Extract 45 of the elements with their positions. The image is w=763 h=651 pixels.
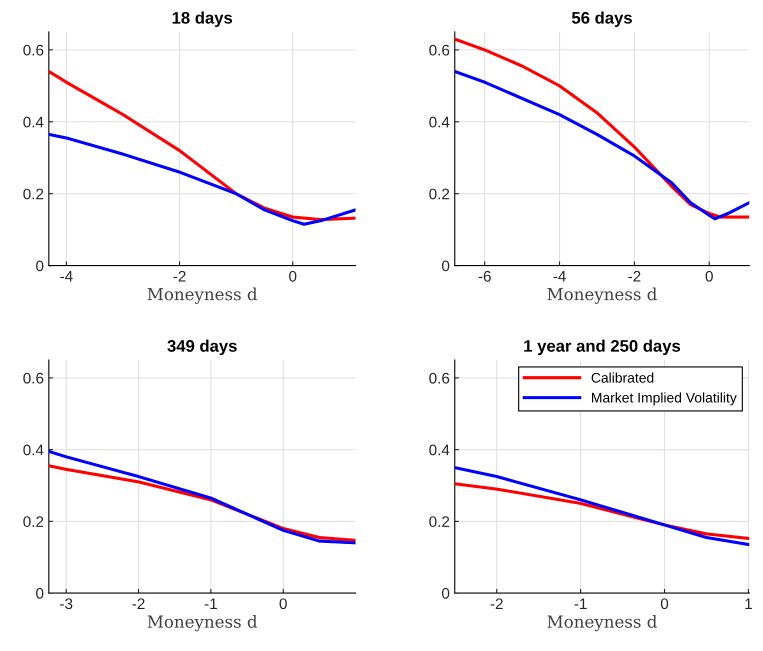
x-tick-label: 1: [745, 598, 752, 609]
x-axis-title: Moneyness d: [547, 287, 657, 304]
y-tick-label: 0.2: [23, 516, 44, 528]
x-tick-label: -2: [490, 598, 503, 609]
x-axis-title: Moneyness d: [547, 614, 657, 632]
x-tick-label: -3: [60, 598, 72, 610]
y-tick-label: 0: [36, 260, 44, 272]
y-tick-label: 0.4: [429, 116, 450, 128]
chart-title: 56 days: [572, 11, 632, 28]
y-tick-label: 0.4: [23, 444, 44, 456]
x-tick-label: 0: [280, 598, 287, 610]
x-axis-title: Moneyness d: [148, 614, 258, 632]
y-tick-label: 0.6: [23, 44, 44, 56]
line-series: [48, 450, 356, 544]
line-series: [454, 466, 750, 546]
x-tick-label: -1: [574, 598, 587, 609]
x-tick-label: -4: [553, 271, 566, 282]
x-axis-title: Moneyness d: [148, 287, 258, 304]
x-tick-label: -2: [132, 598, 145, 609]
chart-title: 1 year and 250 days: [524, 340, 680, 356]
line-series: [48, 132, 356, 226]
x-tick-label: -6: [478, 270, 491, 282]
y-tick-label: 0.6: [23, 372, 44, 384]
legend-label: Calibrated: [592, 372, 654, 383]
y-tick-label: 0: [36, 588, 44, 599]
y-tick-label: 0.4: [429, 444, 450, 456]
x-tick-label: -2: [173, 270, 186, 282]
x-tick-label: 0: [706, 270, 713, 282]
y-tick-label: 0.4: [23, 116, 44, 128]
y-tick-label: 0: [442, 260, 450, 272]
y-tick-label: 0: [442, 588, 450, 599]
legend-label: Market Implied Volatility: [592, 392, 737, 406]
x-tick-label: -2: [628, 270, 640, 282]
y-tick-label: 0.2: [429, 188, 450, 200]
x-tick-label: -1: [204, 598, 217, 609]
x-tick-label: 0: [289, 270, 296, 282]
x-tick-label: -4: [60, 271, 73, 282]
y-tick-label: 0.6: [429, 372, 450, 384]
y-tick-label: 0.6: [429, 44, 450, 56]
chart-title: 349 days: [167, 340, 237, 356]
y-tick-label: 0.2: [429, 516, 450, 528]
y-tick-label: 0.2: [23, 188, 44, 200]
line-series: [454, 70, 750, 220]
chart-title: 18 days: [172, 11, 232, 28]
x-tick-label: 0: [660, 598, 668, 610]
